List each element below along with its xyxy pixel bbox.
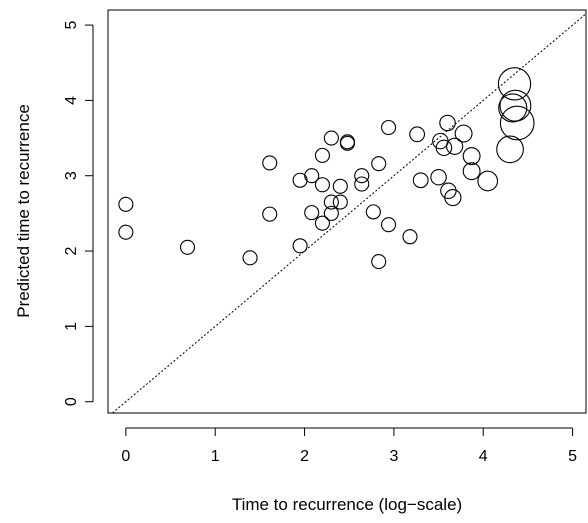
y-tick-label: 3 (63, 171, 80, 180)
data-point (323, 130, 339, 146)
data-point (304, 168, 320, 184)
x-tick-label: 5 (568, 448, 577, 465)
data-point (292, 238, 308, 254)
x-tick-label: 0 (121, 448, 130, 465)
data-point (439, 114, 456, 132)
data-point (314, 177, 330, 193)
data-point (380, 119, 397, 136)
data-point (365, 204, 381, 220)
data-point (409, 126, 426, 143)
x-tick-label: 2 (300, 448, 309, 465)
y-tick-label: 1 (63, 322, 80, 331)
x-tick-label: 3 (389, 448, 398, 465)
data-point (435, 139, 453, 157)
y-tick-label: 0 (63, 397, 80, 406)
plot-frame (107, 9, 587, 414)
data-point (454, 124, 473, 143)
y-tick-label: 2 (63, 246, 80, 255)
data-point (412, 172, 429, 189)
x-axis: 0 1 2 3 4 5 (121, 427, 577, 465)
data-point (118, 196, 134, 212)
data-point (332, 194, 348, 210)
identity-line (112, 13, 587, 414)
y-tick-label: 4 (63, 96, 80, 105)
data-point (179, 239, 196, 255)
data-point (371, 156, 387, 172)
data-point (440, 182, 457, 200)
data-point (242, 250, 258, 266)
data-point (402, 229, 418, 245)
x-axis-label: Time to recurrence (log−scale) (232, 495, 462, 514)
data-point (354, 168, 370, 184)
y-axis: 0 1 2 3 4 5 (63, 21, 94, 406)
data-point (304, 205, 320, 221)
data-point (323, 194, 339, 210)
data-point (262, 155, 278, 171)
data-point (498, 93, 528, 123)
data-point (462, 162, 481, 181)
data-point (497, 67, 532, 101)
reference-line (112, 13, 587, 414)
data-point (339, 135, 355, 151)
data-point (430, 168, 447, 186)
data-point (477, 170, 499, 192)
data-point (499, 105, 535, 141)
x-tick-label: 4 (479, 448, 488, 465)
data-point (499, 89, 532, 122)
data-point (339, 134, 355, 150)
data-point (371, 254, 387, 270)
data-point (332, 178, 348, 194)
data-point (444, 188, 462, 207)
x-tick-label: 1 (211, 448, 220, 465)
data-point (323, 205, 339, 221)
data-point (314, 147, 330, 163)
data-points (118, 67, 535, 270)
data-point (446, 137, 464, 155)
y-axis-label: Predicted time to recurrence (14, 104, 33, 318)
y-tick-label: 5 (63, 21, 80, 30)
data-point (354, 176, 370, 192)
data-point (314, 215, 330, 231)
data-point (462, 147, 481, 166)
data-point (262, 206, 278, 222)
data-point (496, 135, 524, 164)
data-point (380, 217, 397, 233)
data-point (118, 224, 134, 240)
